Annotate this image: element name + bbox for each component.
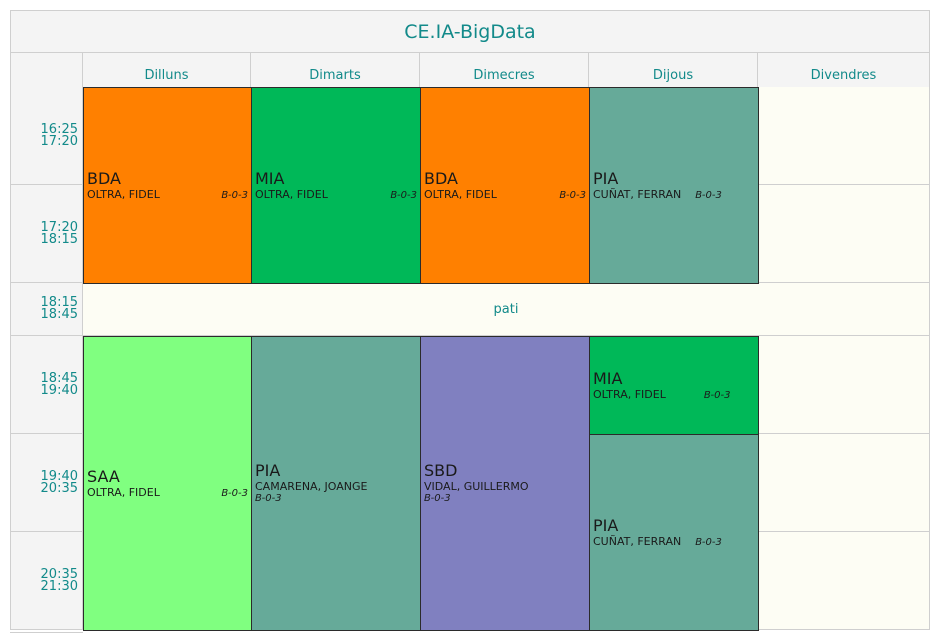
day-header-monday: Dilluns xyxy=(83,53,251,97)
time-slot-start: 17:20 xyxy=(40,219,78,235)
teacher-room-line: OLTRA, FIDEL B-0-3 xyxy=(424,188,586,202)
teacher-name: OLTRA, FIDEL xyxy=(424,187,497,201)
teacher-name: VIDAL, GUILLERMO xyxy=(424,480,529,493)
time-slot-end: 18:45 xyxy=(40,307,78,322)
empty-cell-friday-1 xyxy=(758,87,930,185)
class-block-thursday-pia[interactable]: PIA CUÑAT, FERRAN B-0-3 xyxy=(589,87,759,284)
teacher-name: OLTRA, FIDEL xyxy=(87,187,160,201)
teacher-name: CUÑAT, FERRAN xyxy=(593,534,682,548)
class-block-thursday-pia-late[interactable]: PIA CUÑAT, FERRAN B-0-3 xyxy=(589,434,759,631)
teacher-room-line: CUÑAT, FERRAN B-0-3 xyxy=(593,188,755,202)
teacher-name-line: VIDAL, GUILLERMO xyxy=(424,480,586,493)
time-slot-start: 18:15 xyxy=(40,295,78,310)
room: B-0-3 xyxy=(221,487,248,499)
time-slot-end: 17:20 xyxy=(40,133,78,149)
class-block-monday-bda[interactable]: BDA OLTRA, FIDEL B-0-3 xyxy=(83,87,252,284)
class-block-tuesday-mia[interactable]: MIA OLTRA, FIDEL B-0-3 xyxy=(251,87,421,284)
empty-cell-friday-5 xyxy=(758,434,930,532)
time-slot-start: 18:45 xyxy=(40,370,78,386)
teacher-name: OLTRA, FIDEL xyxy=(255,187,328,201)
room: B-0-3 xyxy=(424,493,451,504)
room: B-0-3 xyxy=(695,189,722,201)
timetable: CE.IA-BigData Dilluns Dimarts Dimecres D… xyxy=(10,10,931,633)
time-slot-start: 16:25 xyxy=(40,121,78,137)
class-block-wednesday-sbd[interactable]: SBD VIDAL, GUILLERMO B-0-3 xyxy=(420,336,590,631)
teacher-name: CAMARENA, JOANGE xyxy=(255,480,368,493)
time-slot-4: 18:45 19:40 xyxy=(10,336,83,434)
day-header-wednesday: Dimecres xyxy=(420,53,589,97)
room: B-0-3 xyxy=(255,493,282,504)
day-header-friday: Divendres xyxy=(758,53,930,97)
teacher-name: OLTRA, FIDEL xyxy=(87,485,160,499)
time-slot-end: 21:30 xyxy=(40,578,78,594)
subject-code: BDA xyxy=(87,168,121,188)
class-block-monday-saa[interactable]: SAA OLTRA, FIDEL B-0-3 xyxy=(83,336,252,631)
empty-cell-friday-6 xyxy=(758,532,930,630)
room: B-0-3 xyxy=(703,389,731,401)
header-corner xyxy=(10,53,83,97)
teacher-name: OLTRA, FIDEL xyxy=(593,387,666,401)
time-slot-6: 20:35 21:30 xyxy=(10,532,83,630)
subject-code: PIA xyxy=(255,461,281,480)
time-slot-3: 18:15 18:45 xyxy=(10,283,83,336)
subject-code: PIA xyxy=(593,168,619,188)
day-header-thursday: Dijous xyxy=(589,53,758,97)
subject-code: PIA xyxy=(593,515,619,535)
subject-code: MIA xyxy=(255,168,285,188)
teacher-name: CUÑAT, FERRAN xyxy=(593,187,682,201)
class-block-tuesday-pia[interactable]: PIA CAMARENA, JOANGE B-0-3 xyxy=(251,336,421,631)
time-slot-start: 20:35 xyxy=(40,566,78,582)
empty-cell-friday-4 xyxy=(758,336,930,434)
empty-cell-friday-2 xyxy=(758,185,930,283)
room: B-0-3 xyxy=(390,189,417,201)
class-block-wednesday-bda[interactable]: BDA OLTRA, FIDEL B-0-3 xyxy=(420,87,590,284)
teacher-room-line: OLTRA, FIDEL B-0-3 xyxy=(593,388,755,402)
room: B-0-3 xyxy=(695,536,722,548)
subject-code: MIA xyxy=(593,368,623,388)
time-slot-end: 18:15 xyxy=(40,231,78,247)
time-slot-end: 20:35 xyxy=(40,480,78,496)
teacher-room-line: CUÑAT, FERRAN B-0-3 xyxy=(593,535,755,549)
timetable-title: CE.IA-BigData xyxy=(10,10,930,53)
teacher-room-line: OLTRA, FIDEL B-0-3 xyxy=(255,188,417,202)
time-slot-end: 19:40 xyxy=(40,382,78,398)
teacher-room-line: OLTRA, FIDEL B-0-3 xyxy=(87,188,248,202)
day-header-tuesday: Dimarts xyxy=(251,53,420,97)
time-slot-5: 19:40 20:35 xyxy=(10,434,83,532)
room: B-0-3 xyxy=(221,189,248,201)
time-slot-1: 16:25 17:20 xyxy=(10,87,83,185)
room: B-0-3 xyxy=(559,189,586,201)
teacher-name-line: CAMARENA, JOANGE xyxy=(255,480,417,493)
time-slot-2: 17:20 18:15 xyxy=(10,185,83,283)
subject-code: BDA xyxy=(424,168,458,188)
time-slot-start: 19:40 xyxy=(40,468,78,484)
teacher-room-line: OLTRA, FIDEL B-0-3 xyxy=(87,486,248,500)
break-row: pati xyxy=(83,283,930,336)
subject-code: SAA xyxy=(87,466,120,486)
subject-code: SBD xyxy=(424,461,458,480)
class-block-thursday-mia[interactable]: MIA OLTRA, FIDEL B-0-3 xyxy=(589,336,759,435)
